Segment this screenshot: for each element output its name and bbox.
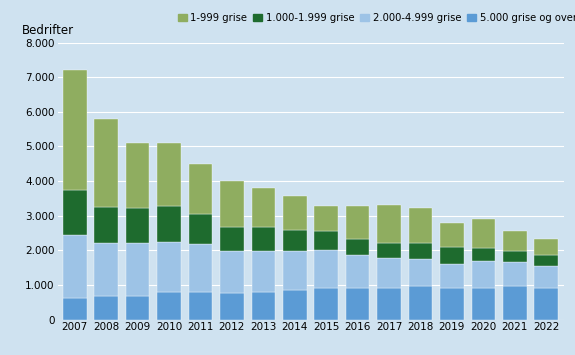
Bar [220, 293, 244, 320]
Bar [158, 292, 181, 320]
Bar [283, 251, 306, 290]
Bar [377, 204, 401, 244]
Bar [534, 255, 558, 266]
Bar [63, 190, 87, 235]
Bar [283, 230, 306, 251]
Bar [534, 239, 558, 255]
Bar [503, 262, 527, 286]
Bar [472, 248, 495, 261]
Bar [440, 223, 463, 247]
Bar [315, 288, 338, 320]
Bar [346, 288, 369, 320]
Bar [220, 251, 244, 293]
Bar [377, 288, 401, 320]
Bar [63, 235, 87, 298]
Bar [283, 290, 306, 320]
Bar [94, 296, 118, 320]
Bar [126, 208, 150, 243]
Bar [220, 227, 244, 251]
Bar [409, 243, 432, 258]
Bar [315, 231, 338, 250]
Bar [63, 298, 87, 320]
Bar [440, 288, 463, 320]
Bar [315, 206, 338, 231]
Bar [409, 208, 432, 243]
Bar [189, 292, 212, 320]
Bar [472, 219, 495, 248]
Bar [472, 288, 495, 320]
Bar [126, 243, 150, 296]
Legend: 1-999 grise, 1.000-1.999 grise, 2.000-4.999 grise, 5.000 grise og over: 1-999 grise, 1.000-1.999 grise, 2.000-4.… [174, 9, 575, 27]
Bar [158, 206, 181, 242]
Bar [94, 119, 118, 207]
Bar [409, 286, 432, 320]
Bar [189, 214, 212, 244]
Bar [189, 164, 212, 214]
Bar [534, 288, 558, 320]
Bar [252, 188, 275, 228]
Bar [252, 292, 275, 320]
Bar [158, 143, 181, 206]
Bar [377, 244, 401, 258]
Bar [63, 70, 87, 190]
Bar [440, 264, 463, 288]
Bar [472, 261, 495, 288]
Bar [503, 286, 527, 320]
Bar [346, 255, 369, 288]
Bar [346, 239, 369, 255]
Bar [94, 207, 118, 243]
Bar [158, 242, 181, 292]
Bar [252, 228, 275, 251]
Bar [503, 251, 527, 262]
Bar [126, 143, 150, 208]
Bar [283, 196, 306, 230]
Bar [252, 251, 275, 292]
Text: Bedrifter: Bedrifter [22, 24, 74, 37]
Bar [315, 250, 338, 288]
Bar [377, 258, 401, 288]
Bar [503, 231, 527, 251]
Bar [409, 258, 432, 286]
Bar [220, 181, 244, 227]
Bar [346, 206, 369, 239]
Bar [440, 247, 463, 264]
Bar [189, 244, 212, 292]
Bar [534, 266, 558, 288]
Bar [126, 296, 150, 320]
Bar [94, 243, 118, 296]
